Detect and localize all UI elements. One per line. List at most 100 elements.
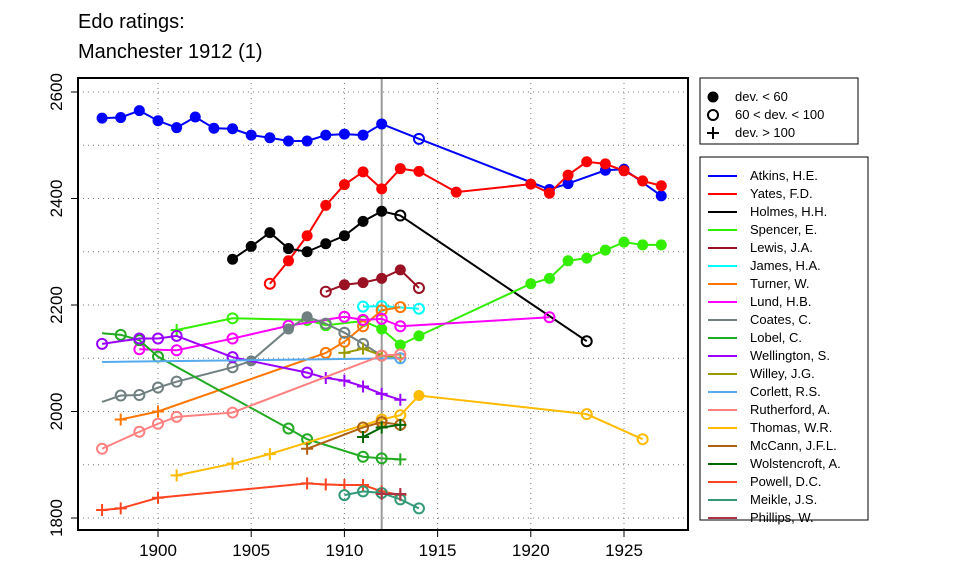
data-point: [226, 457, 239, 470]
data-point: [394, 264, 406, 276]
data-point: [338, 179, 350, 191]
data-point: [152, 417, 164, 430]
data-point: [394, 348, 407, 361]
data-point: [412, 302, 425, 315]
series-line: [306, 421, 401, 450]
legend-label: Meikle, J.S.: [750, 492, 817, 507]
data-point: [319, 317, 332, 330]
data-point: [226, 312, 239, 325]
data-point: [282, 255, 294, 267]
data-point: [115, 112, 127, 124]
data-point: [394, 209, 407, 222]
data-point: [319, 285, 332, 298]
data-point: [655, 190, 667, 202]
series-line: [101, 482, 401, 512]
x-tick-label: 1910: [325, 541, 363, 560]
legend-label: Lewis, J.A.: [750, 240, 813, 255]
legend-marker-p: [707, 127, 719, 139]
series-line: [344, 347, 401, 360]
data-point: [376, 183, 388, 195]
data-point: [301, 366, 314, 379]
series-mccann: [301, 416, 407, 455]
data-point: [189, 111, 201, 123]
data-point: [133, 425, 146, 438]
x-tick-label: 1915: [419, 541, 457, 560]
y-tick-label: 2200: [47, 286, 66, 324]
data-point: [282, 243, 294, 255]
series-atkins: [96, 105, 667, 202]
marker-legend-label: 60 < dev. < 100: [735, 107, 824, 122]
legend-marker-o: [707, 109, 719, 121]
data-point: [412, 132, 425, 145]
data-point: [152, 332, 164, 345]
data-point: [96, 112, 108, 124]
data-point: [320, 129, 332, 141]
series-line: [101, 334, 401, 401]
y-tick-label: 1800: [47, 499, 66, 537]
data-point: [338, 230, 350, 242]
data-point: [413, 330, 425, 342]
data-point: [636, 433, 649, 446]
data-point: [301, 135, 313, 147]
data-point: [394, 453, 407, 466]
data-point: [357, 166, 369, 178]
data-point: [245, 129, 257, 141]
data-point: [338, 279, 350, 291]
data-point: [263, 448, 276, 461]
legend-label: Yates, F.D.: [750, 186, 813, 201]
marker-legend: dev. < 60 60 < dev. < 100 dev. > 100: [699, 77, 859, 145]
marker-legend-label: dev. < 60: [735, 89, 788, 104]
data-point: [152, 405, 164, 418]
data-point: [412, 502, 425, 515]
legend-label: Willey, J.G.: [750, 366, 815, 381]
data-point: [170, 469, 183, 482]
data-point: [338, 489, 351, 502]
data-point: [599, 158, 611, 170]
chart-title-line-1: Edo ratings:: [78, 11, 185, 33]
data-point: [375, 452, 388, 465]
data-point: [320, 199, 332, 211]
plot-frame: [77, 77, 689, 531]
data-point: [152, 491, 164, 504]
data-point: [376, 205, 388, 217]
data-point: [96, 337, 109, 350]
data-point: [357, 129, 369, 141]
series-phillips: [375, 488, 407, 501]
data-point: [599, 244, 611, 256]
data-point: [357, 342, 370, 355]
data-point: [282, 135, 294, 147]
data-point: [338, 310, 351, 323]
data-point: [357, 300, 370, 313]
data-point: [282, 323, 294, 335]
data-point: [338, 326, 351, 339]
data-point: [226, 351, 239, 364]
data-point: [133, 105, 145, 117]
data-point: [357, 313, 370, 326]
data-point: [580, 335, 593, 348]
data-point: [133, 388, 146, 401]
data-point: [525, 178, 537, 190]
series-lewis: [319, 264, 425, 298]
data-point: [618, 236, 630, 248]
series-rutherford: [96, 348, 407, 455]
data-point: [171, 122, 183, 134]
series-james: [357, 300, 425, 315]
data-point: [245, 240, 257, 252]
series-line: [176, 241, 662, 347]
data-point: [152, 115, 164, 127]
series-line: [102, 109, 662, 197]
x-tick-label: 1925: [605, 541, 643, 560]
data-point: [357, 485, 370, 498]
data-point: [637, 239, 649, 251]
legend-label: Corlett, R.S.: [750, 384, 821, 399]
data-point: [394, 163, 406, 175]
data-point: [338, 478, 351, 491]
data-point: [338, 374, 351, 387]
data-point: [357, 478, 370, 491]
data-point: [264, 132, 276, 144]
data-point: [394, 339, 406, 351]
data-point: [375, 312, 388, 325]
data-point: [562, 178, 574, 190]
data-point: [357, 320, 370, 333]
